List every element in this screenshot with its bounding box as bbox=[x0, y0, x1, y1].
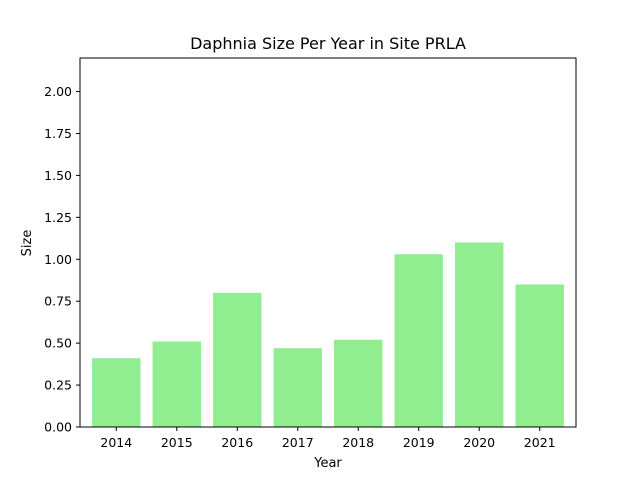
y-tick-label: 0.25 bbox=[44, 378, 72, 393]
bar-2020 bbox=[455, 242, 504, 427]
y-tick-label: 1.00 bbox=[44, 252, 72, 267]
x-tick-label: 2018 bbox=[342, 435, 374, 450]
bar-2021 bbox=[515, 284, 564, 427]
bar-2019 bbox=[394, 254, 443, 427]
x-tick-label: 2015 bbox=[161, 435, 193, 450]
bar-2018 bbox=[334, 339, 383, 427]
x-tick-label: 2014 bbox=[100, 435, 132, 450]
y-tick-label: 2.00 bbox=[44, 84, 72, 99]
y-tick-label: 1.75 bbox=[44, 126, 72, 141]
x-tick-label: 2017 bbox=[282, 435, 314, 450]
bar-2017 bbox=[273, 348, 322, 427]
y-tick-label: 1.50 bbox=[44, 168, 72, 183]
chart-title: Daphnia Size Per Year in Site PRLA bbox=[190, 34, 466, 53]
y-axis-label: Size bbox=[20, 230, 35, 257]
plot-frame bbox=[79, 57, 577, 428]
x-tick-label: 2020 bbox=[463, 435, 495, 450]
bar-2014 bbox=[92, 358, 141, 427]
y-axis-ticks: 0.00 0.25 0.50 0.75 1.00 1.25 1.50 1.75 2.00 bbox=[44, 84, 80, 435]
bar-2015 bbox=[152, 341, 201, 427]
y-tick-label: 1.25 bbox=[44, 210, 72, 225]
y-tick-label: 0.75 bbox=[44, 294, 72, 309]
x-tick-label: 2019 bbox=[403, 435, 435, 450]
y-tick-label: 0.50 bbox=[44, 336, 72, 351]
bar-2016 bbox=[213, 292, 262, 427]
y-tick-label: 0.00 bbox=[44, 420, 72, 435]
bars-group bbox=[92, 242, 564, 427]
x-axis-ticks: 2014 2015 2016 2017 2018 2019 2020 2021 bbox=[100, 427, 556, 450]
x-axis-label: Year bbox=[313, 456, 342, 471]
x-tick-label: 2021 bbox=[524, 435, 556, 450]
x-tick-label: 2016 bbox=[221, 435, 253, 450]
